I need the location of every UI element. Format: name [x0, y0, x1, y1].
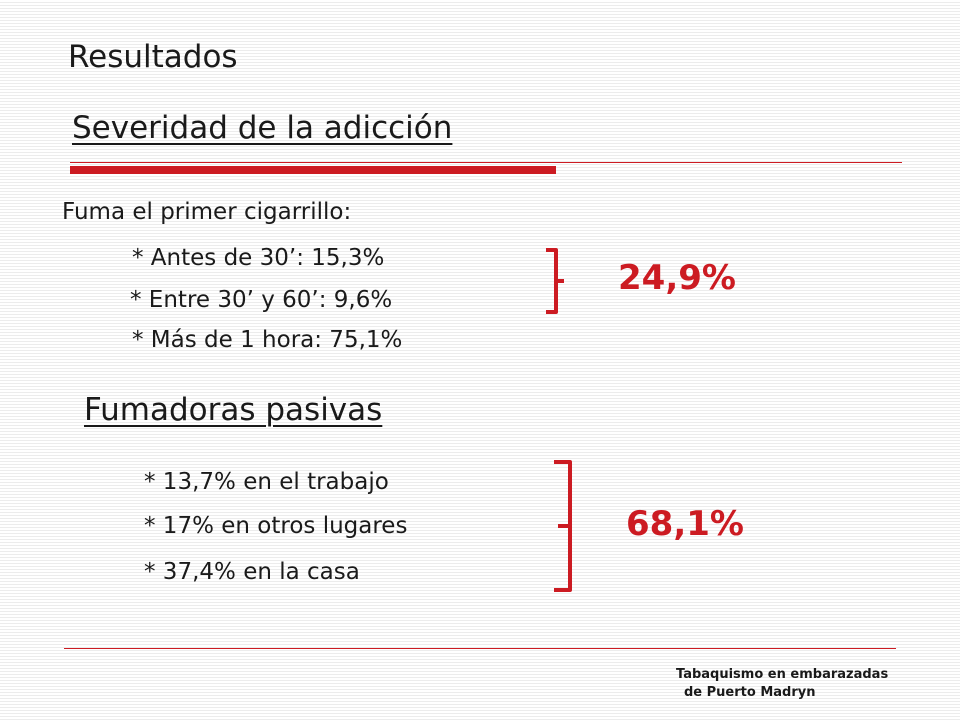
first-cigarette-heading: Fuma el primer cigarrillo:: [62, 199, 352, 225]
footer-line-1: Tabaquismo en embarazadas: [676, 667, 889, 682]
total-first-group: 24,9%: [618, 258, 736, 298]
footer-line-2: de Puerto Madryn: [684, 685, 816, 700]
divider-line-top: [70, 162, 902, 163]
list-item-30-to-60: * Entre 30’ y 60’: 9,6%: [130, 287, 393, 313]
list-item-work: * 13,7% en el trabajo: [144, 469, 389, 495]
total-second-group: 68,1%: [626, 504, 744, 544]
slide-title: Resultados: [68, 39, 238, 75]
section-title-passive-smokers: Fumadoras pasivas: [84, 392, 383, 428]
list-item-over-1-hour: * Más de 1 hora: 75,1%: [132, 327, 403, 353]
divider-line-bottom: [64, 648, 896, 649]
list-item-before-30: * Antes de 30’: 15,3%: [132, 245, 385, 271]
bracket-first-group: [546, 248, 564, 314]
bracket-second-group: [554, 460, 572, 592]
list-item-home: * 37,4% en la casa: [144, 559, 360, 585]
accent-bar: [70, 166, 556, 174]
section-title-severity: Severidad de la adicción: [72, 110, 453, 146]
list-item-other-places: * 17% en otros lugares: [144, 513, 408, 539]
